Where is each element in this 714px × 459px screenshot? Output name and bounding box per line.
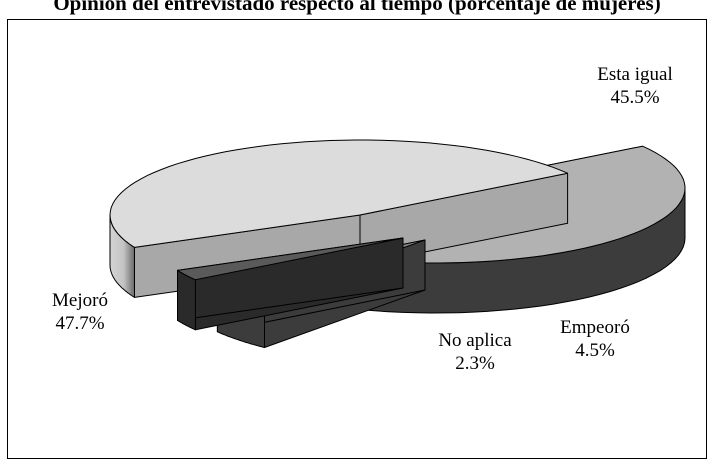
pie-chart — [109, 139, 686, 348]
label-empeoro-name: Empeoró — [560, 317, 630, 338]
label-mejoro-value: 47.7% — [55, 313, 105, 334]
label-esta-igual-value: 45.5% — [610, 87, 660, 108]
label-no-aplica-value: 2.3% — [455, 353, 495, 374]
label-mejoro: Mejoró 47.7% — [25, 289, 135, 335]
label-mejoro-name: Mejoró — [52, 290, 108, 311]
label-empeoro: Empeoró 4.5% — [540, 316, 650, 362]
slice-mejor- — [109, 139, 569, 248]
label-esta-igual: Esta igual 45.5% — [580, 63, 690, 109]
label-esta-igual-name: Esta igual — [597, 64, 673, 85]
chart-title: Opinión del entrevistado respecto al tie… — [53, 0, 661, 15]
label-no-aplica: No aplica 2.3% — [420, 329, 530, 375]
slice-no-aplica-side-0 — [177, 269, 196, 331]
label-empeoro-value: 4.5% — [575, 340, 615, 361]
label-no-aplica-name: No aplica — [438, 330, 512, 351]
slice-no-aplica — [177, 237, 404, 281]
